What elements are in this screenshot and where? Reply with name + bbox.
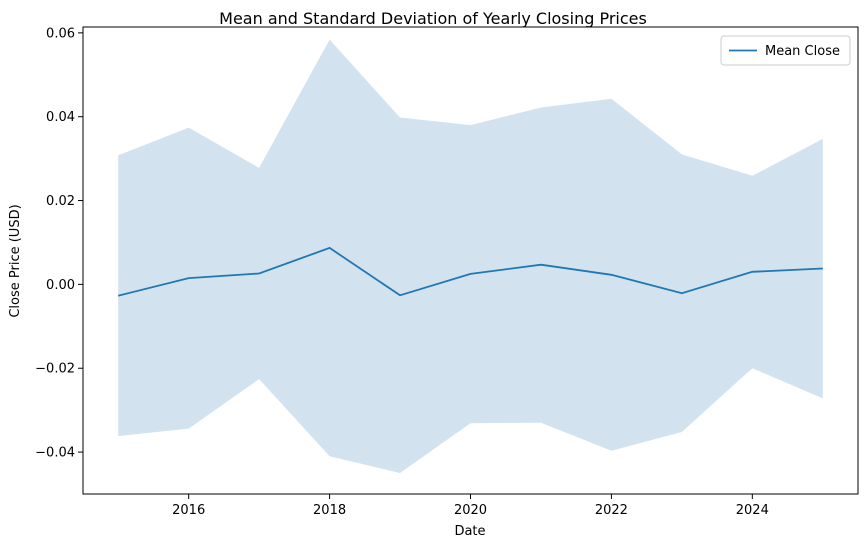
y-tick-label: 0.04 [46,110,75,125]
x-tick-label: 2018 [313,503,346,518]
x-axis: 2016 2018 2020 2022 2024 [172,494,769,518]
x-tick-label: 2016 [172,503,205,518]
y-tick-label: 0.06 [46,26,75,41]
legend-box [720,35,851,66]
mean-line [117,246,823,297]
legend-label: Mean Close [765,44,840,59]
y-axis: −0.04 −0.02 0.00 0.02 0.04 0.06 [35,26,83,461]
y-tick-label: −0.04 [35,446,75,461]
y-tick-label: 0.02 [46,194,75,209]
y-tick-label: 0.00 [46,278,75,293]
y-tick-label: −0.02 [35,362,75,377]
y-axis-label: Close Price (USD) [8,204,23,317]
legend: Mean Close [720,35,851,66]
chart-title: Mean and Standard Deviation of Yearly Cl… [219,9,647,28]
x-tick-label: 2020 [454,503,487,518]
x-tick-label: 2024 [736,503,769,518]
x-tick-label: 2022 [595,503,628,518]
x-axis-label: Date [454,524,485,539]
std-band [118,39,823,473]
plot-area [82,26,859,495]
